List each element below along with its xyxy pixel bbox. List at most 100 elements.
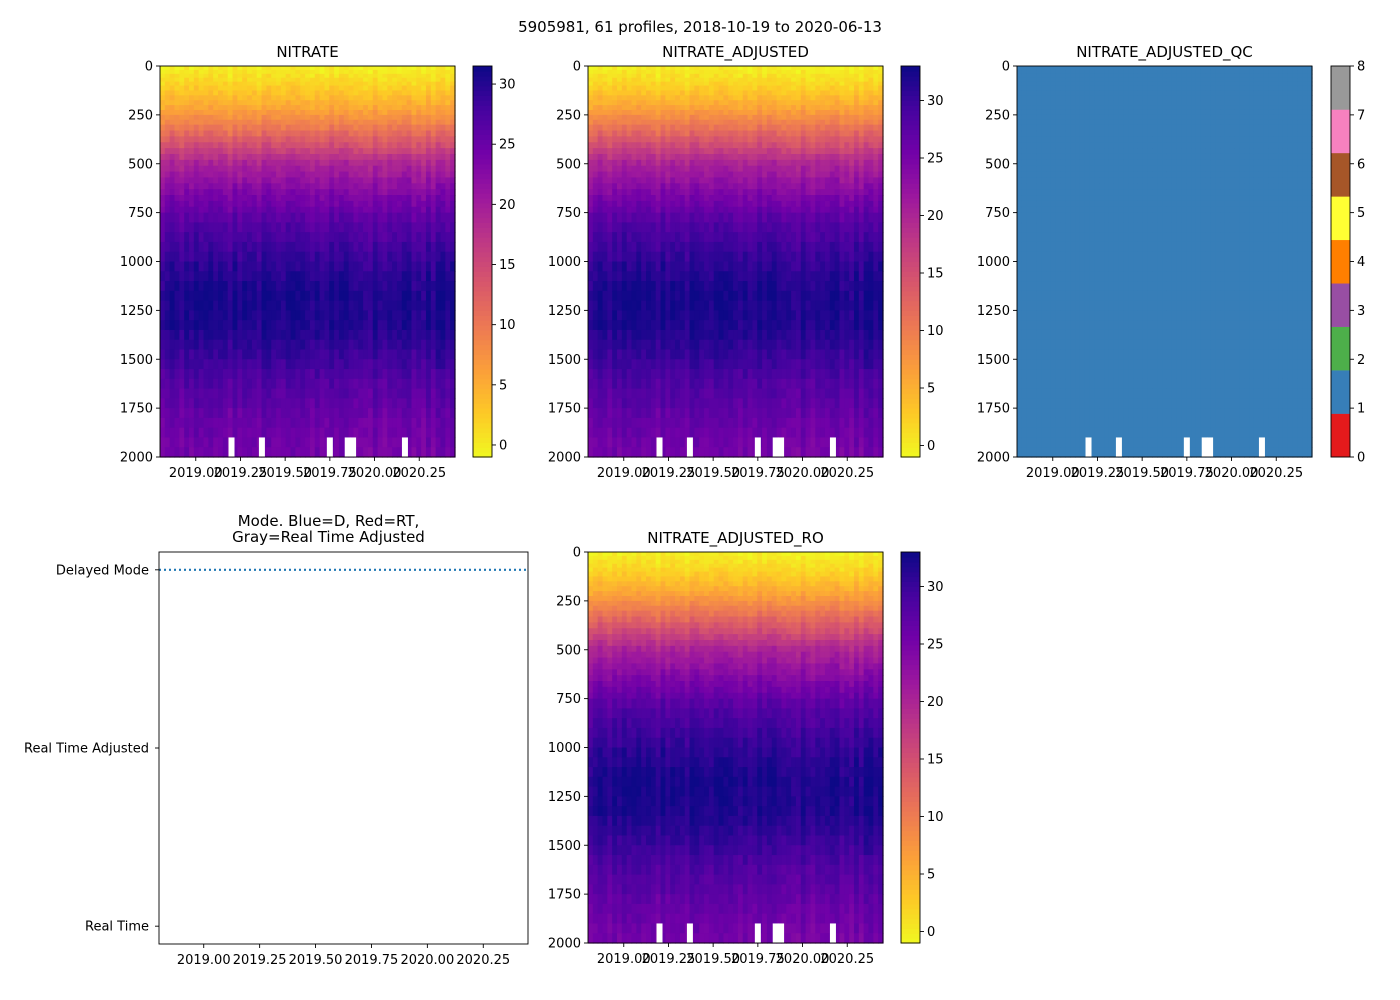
heatmap-cell	[445, 124, 451, 132]
heatmap-cell	[247, 369, 253, 380]
heatmap-cell	[367, 100, 374, 106]
heatmap-cell	[295, 359, 301, 370]
heatmap-cell	[430, 148, 437, 155]
heatmap-cell	[227, 119, 234, 126]
heatmap-cell	[631, 261, 637, 272]
missing-data-gap	[326, 437, 333, 457]
heatmap-cell	[179, 119, 185, 126]
heatmap-cell	[718, 320, 725, 331]
heatmap-cell	[704, 310, 710, 321]
heatmap-cell	[621, 153, 628, 161]
heatmap-cell	[343, 124, 350, 132]
heatmap-cell	[237, 339, 243, 351]
missing-data-gap	[350, 437, 357, 457]
heatmap-cell	[222, 206, 229, 214]
heatmap-cell	[237, 378, 243, 390]
heatmap-cell	[440, 153, 446, 161]
heatmap-cell	[607, 349, 613, 360]
heatmap-cell	[334, 136, 340, 143]
heatmap-cell	[708, 349, 715, 360]
heatmap-cell	[694, 114, 700, 121]
heatmap-cell	[650, 165, 657, 173]
heatmap-cell	[411, 195, 417, 202]
heatmap-cell	[665, 359, 671, 370]
heatmap-cell	[655, 349, 662, 360]
heatmap-cell	[641, 171, 647, 179]
heatmap-cell	[660, 95, 666, 101]
heatmap-cell	[174, 85, 180, 92]
heatmap-cell	[597, 349, 604, 360]
heatmap-cell	[387, 388, 393, 399]
heatmap-cell	[222, 359, 229, 370]
heatmap-cell	[343, 183, 350, 190]
heatmap-cell	[392, 427, 398, 439]
heatmap-cell	[189, 320, 195, 331]
heatmap-cell	[324, 222, 330, 233]
heatmap-cell	[718, 105, 725, 111]
heatmap-cell	[271, 281, 277, 292]
heatmap-cell	[670, 81, 676, 87]
heatmap-cell	[271, 171, 277, 179]
heatmap-cell	[184, 90, 190, 96]
colorbar-segment	[473, 163, 492, 170]
heatmap-cell	[160, 177, 166, 184]
heatmap-cell	[314, 77, 321, 83]
heatmap-cell	[242, 320, 248, 331]
heatmap-cell	[232, 261, 238, 272]
heatmap-cell	[708, 159, 715, 167]
heatmap-cell	[396, 109, 403, 116]
heatmap-cell	[655, 95, 662, 101]
heatmap-cell	[392, 189, 398, 196]
heatmap-cell	[708, 251, 715, 263]
heatmap-cell	[621, 206, 628, 214]
heatmap-cell	[247, 148, 253, 155]
heatmap-cell	[435, 349, 442, 360]
heatmap-cell	[271, 124, 277, 132]
heatmap-cell	[290, 171, 297, 179]
heatmap-cell	[358, 261, 364, 272]
heatmap-cell	[597, 398, 604, 409]
heatmap-cell	[276, 232, 282, 243]
heatmap-cell	[227, 124, 234, 132]
heatmap-cell	[396, 142, 403, 149]
heatmap-cell	[689, 271, 695, 282]
heatmap-cell	[421, 100, 427, 106]
heatmap-cell	[382, 359, 388, 370]
heatmap-cell	[266, 177, 272, 184]
heatmap-cell	[271, 388, 277, 399]
heatmap-cell	[617, 177, 623, 184]
heatmap-cell	[237, 290, 243, 302]
heatmap-cell	[641, 320, 647, 331]
heatmap-cell	[665, 281, 671, 292]
heatmap-cell	[699, 206, 705, 214]
heatmap-cell	[285, 200, 292, 208]
heatmap-cell	[621, 90, 628, 96]
heatmap-cell	[684, 222, 691, 233]
heatmap-cell	[440, 232, 446, 243]
heatmap-cell	[256, 232, 263, 243]
heatmap-cell	[367, 320, 374, 331]
heatmap-cell	[160, 124, 166, 132]
heatmap-cell	[689, 232, 695, 243]
heatmap-cell	[679, 159, 686, 167]
heatmap-cell	[319, 271, 326, 282]
heatmap-cell	[679, 136, 686, 143]
heatmap-cell	[406, 177, 413, 184]
heatmap-cell	[179, 136, 185, 143]
colorbar-segment	[473, 197, 492, 204]
heatmap-cell	[694, 310, 700, 321]
heatmap-cell	[430, 206, 437, 214]
heatmap-cell	[650, 114, 657, 121]
heatmap-cell	[699, 183, 705, 190]
y-tick-label: 250	[128, 108, 153, 123]
colorbar-segment	[473, 129, 492, 136]
heatmap-cell	[713, 417, 720, 429]
heatmap-cell	[266, 142, 272, 149]
heatmap-cell	[247, 119, 253, 126]
heatmap-cell	[319, 349, 326, 360]
heatmap-cell	[343, 241, 350, 253]
heatmap-cell	[237, 232, 243, 243]
heatmap-cell	[261, 329, 267, 341]
heatmap-cell	[723, 148, 729, 155]
heatmap-cell	[435, 130, 442, 137]
